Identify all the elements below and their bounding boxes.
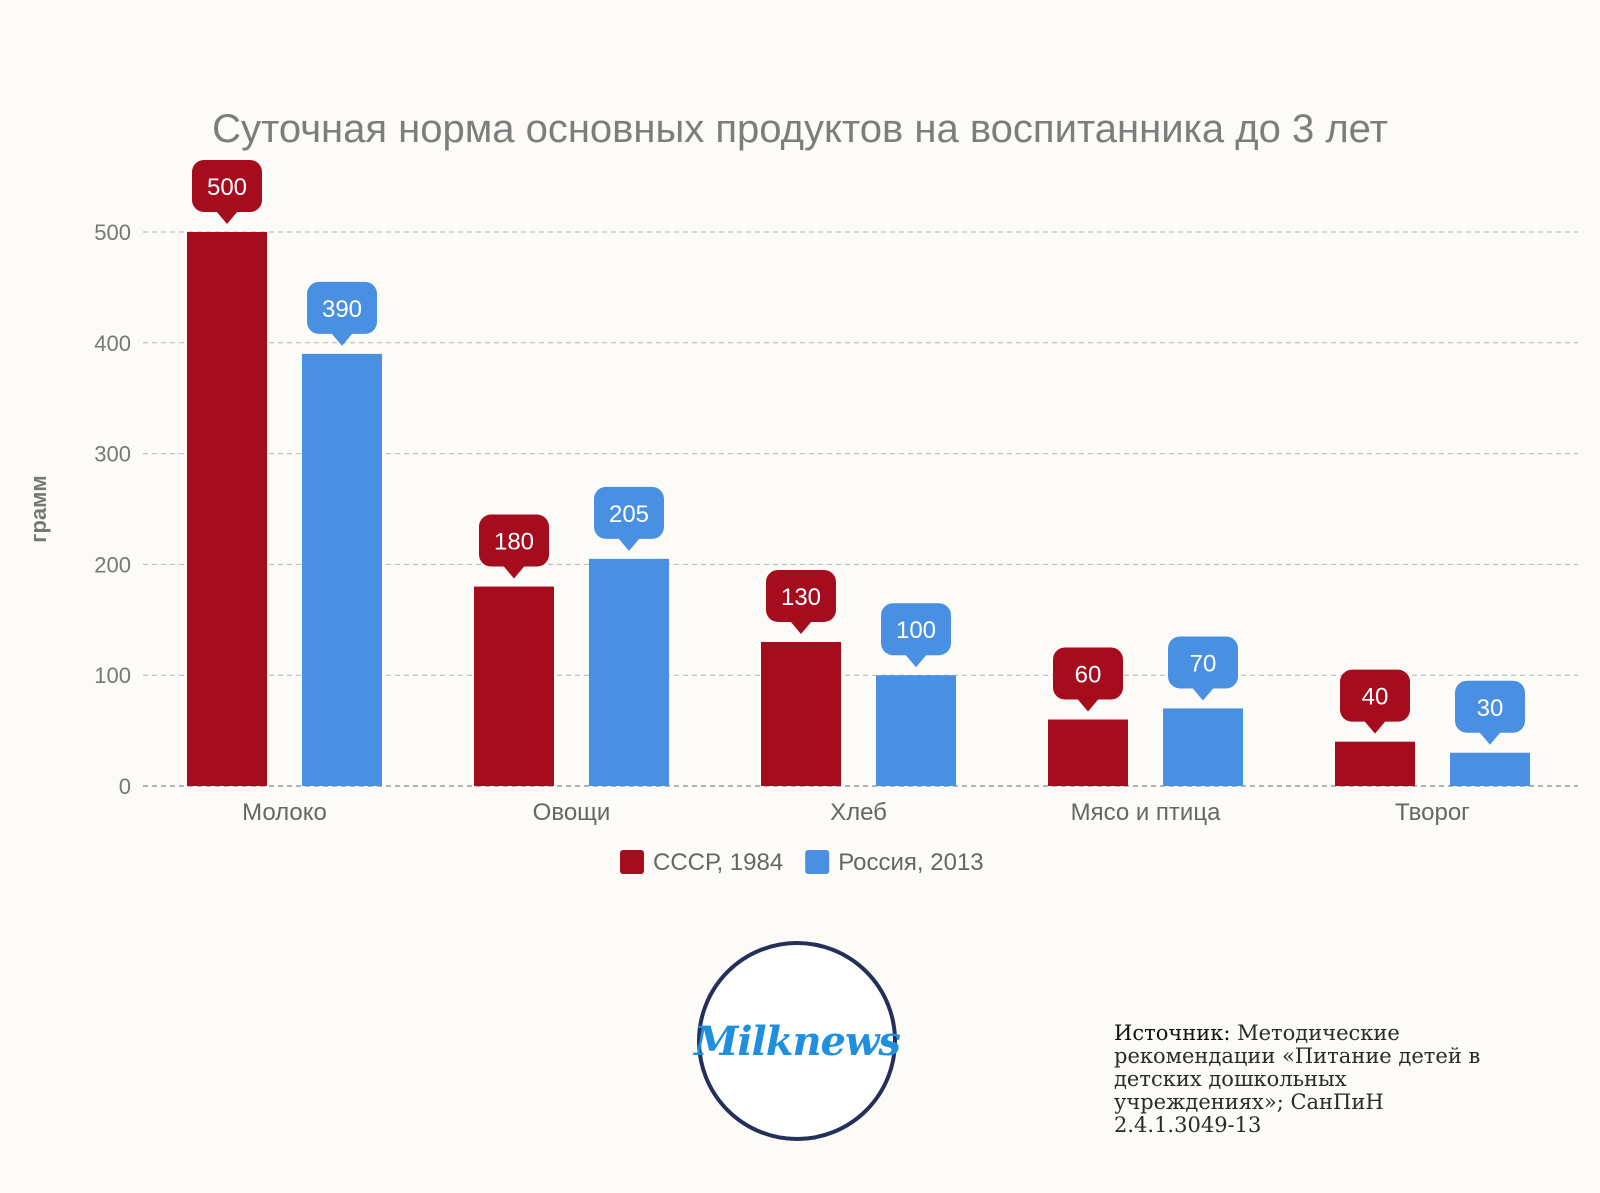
legend-label: Россия, 2013 — [838, 849, 983, 876]
x-tick-label: Хлеб — [830, 799, 887, 826]
bar-ussr — [1335, 741, 1415, 786]
svg-text:30: 30 — [1477, 695, 1504, 722]
data-label: 30 — [1455, 680, 1525, 745]
x-tick-label: Овощи — [533, 799, 611, 826]
chart-title: Суточная норма основных продуктов на вос… — [212, 107, 1388, 151]
data-label: 60 — [1053, 647, 1123, 712]
svg-text:390: 390 — [322, 296, 362, 323]
legend-item: Россия, 2013 — [805, 849, 984, 876]
y-axis-label: грамм — [26, 475, 51, 542]
data-label: 130 — [766, 569, 836, 634]
bar-russia — [302, 353, 382, 786]
data-label: 205 — [594, 486, 664, 551]
bar-ussr — [761, 641, 841, 786]
bar-ussr — [1048, 719, 1128, 786]
data-label: 100 — [881, 603, 951, 668]
legend-swatch — [805, 850, 830, 874]
y-tick-label: 0 — [119, 774, 131, 799]
svg-text:130: 130 — [781, 584, 821, 611]
svg-text:205: 205 — [609, 501, 649, 528]
data-label: 390 — [307, 281, 377, 346]
source-note: Источник: Методические рекомендации «Пит… — [1114, 1022, 1504, 1137]
svg-text:40: 40 — [1362, 684, 1389, 711]
source-label: Источник: — [1114, 1021, 1231, 1045]
bar-russia — [1450, 752, 1530, 786]
legend-swatch — [620, 850, 644, 874]
svg-text:180: 180 — [494, 529, 534, 556]
svg-text:100: 100 — [896, 617, 936, 644]
logo-text: Milknews — [694, 1017, 901, 1065]
svg-text:70: 70 — [1190, 650, 1217, 677]
bar-russia — [1163, 708, 1243, 786]
svg-text:60: 60 — [1075, 662, 1102, 689]
x-tick-label: Творог — [1395, 799, 1470, 826]
x-tick-label: Молоко — [242, 799, 327, 826]
bar-ussr — [474, 586, 554, 786]
svg-text:500: 500 — [207, 174, 247, 201]
y-tick-label: 100 — [94, 663, 131, 688]
y-tick-label: 500 — [94, 220, 131, 245]
bar-ussr — [187, 232, 267, 786]
y-tick-label: 400 — [94, 331, 131, 356]
x-tick-label: Мясо и птица — [1071, 799, 1221, 826]
source-text: Методические рекомендации «Питание детей… — [1114, 1021, 1481, 1137]
data-label: 40 — [1340, 669, 1410, 734]
y-tick-label: 200 — [94, 552, 131, 577]
data-label: 180 — [479, 514, 549, 579]
bar-russia — [876, 675, 956, 786]
y-tick-label: 300 — [94, 442, 131, 467]
data-label: 500 — [192, 160, 262, 224]
milknews-logo: Milknews — [694, 941, 901, 1141]
bar-russia — [589, 558, 669, 786]
legend-item: СССР, 1984 — [620, 849, 783, 876]
legend-label: СССР, 1984 — [653, 849, 783, 876]
data-label: 70 — [1168, 636, 1238, 701]
